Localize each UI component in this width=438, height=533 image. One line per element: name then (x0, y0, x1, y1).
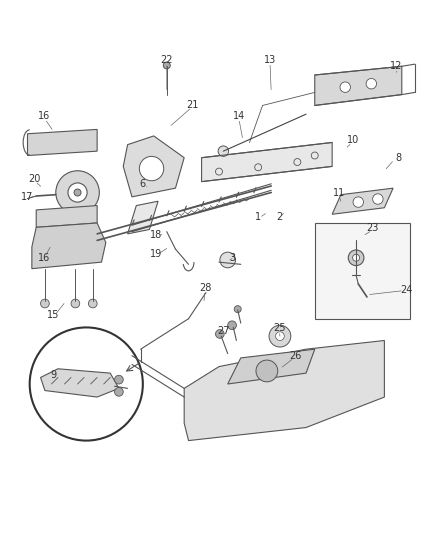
Polygon shape (332, 188, 393, 214)
Polygon shape (41, 369, 119, 397)
Polygon shape (28, 130, 97, 156)
Circle shape (56, 171, 99, 214)
Polygon shape (36, 206, 97, 228)
Polygon shape (201, 142, 332, 182)
Text: 14: 14 (233, 111, 245, 122)
Circle shape (353, 197, 364, 207)
Polygon shape (127, 201, 158, 234)
Polygon shape (228, 349, 315, 384)
Text: 17: 17 (21, 192, 34, 202)
Circle shape (353, 254, 360, 261)
Bar (315, 223, 410, 319)
Text: 10: 10 (347, 135, 359, 146)
Circle shape (340, 82, 350, 92)
Circle shape (115, 375, 123, 384)
Circle shape (41, 299, 49, 308)
Text: 9: 9 (50, 370, 57, 381)
Text: 20: 20 (28, 174, 40, 184)
Circle shape (256, 360, 278, 382)
Polygon shape (315, 66, 402, 106)
Text: 16: 16 (38, 111, 50, 122)
Circle shape (294, 158, 301, 166)
Text: 12: 12 (390, 61, 403, 71)
Circle shape (215, 168, 223, 175)
Text: 19: 19 (150, 249, 162, 260)
Circle shape (234, 305, 241, 313)
Text: 24: 24 (400, 285, 412, 295)
Text: 15: 15 (46, 310, 59, 320)
Text: 22: 22 (160, 55, 173, 65)
Circle shape (139, 156, 164, 181)
Circle shape (276, 332, 284, 341)
Circle shape (215, 329, 224, 338)
Text: 18: 18 (150, 230, 162, 240)
Text: 2: 2 (276, 212, 282, 222)
Circle shape (311, 152, 318, 159)
Text: 11: 11 (332, 188, 345, 198)
Text: 28: 28 (199, 283, 211, 293)
Circle shape (373, 194, 383, 204)
Text: 21: 21 (187, 100, 199, 110)
Text: 23: 23 (366, 223, 378, 233)
Circle shape (228, 321, 237, 329)
Text: 3: 3 (229, 253, 235, 263)
Text: 16: 16 (38, 253, 50, 263)
Circle shape (366, 78, 377, 89)
Polygon shape (123, 136, 184, 197)
Text: 1: 1 (255, 212, 261, 222)
Circle shape (74, 189, 81, 196)
Text: 6: 6 (140, 179, 146, 189)
Circle shape (348, 250, 364, 265)
Polygon shape (184, 341, 385, 441)
Text: 8: 8 (395, 152, 401, 163)
Circle shape (115, 387, 123, 396)
Circle shape (71, 299, 80, 308)
Circle shape (163, 62, 170, 69)
Circle shape (68, 183, 87, 202)
Circle shape (254, 164, 261, 171)
Polygon shape (32, 223, 106, 269)
Circle shape (30, 327, 143, 441)
Circle shape (269, 325, 291, 347)
Text: 26: 26 (289, 351, 301, 361)
Circle shape (88, 299, 97, 308)
Text: 25: 25 (273, 324, 285, 333)
Text: 27: 27 (217, 326, 230, 336)
Circle shape (220, 252, 236, 268)
Circle shape (218, 146, 229, 156)
Text: 13: 13 (264, 55, 276, 65)
